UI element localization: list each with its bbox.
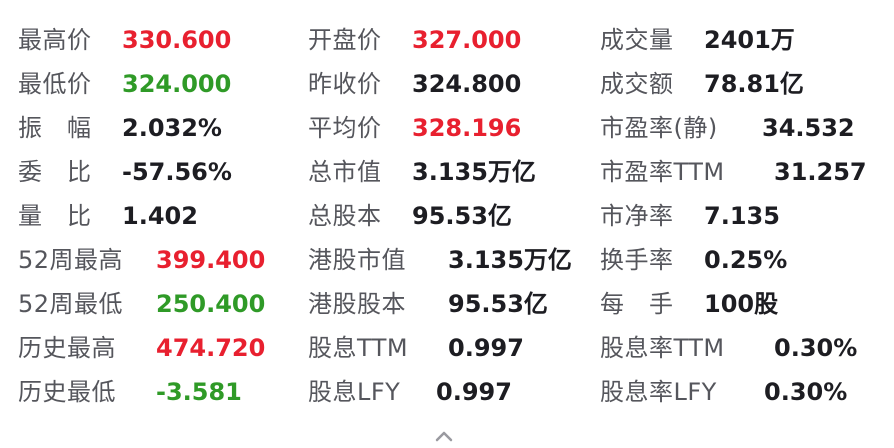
stat-label: 市盈率(静) <box>600 114 718 142</box>
stat-label: 港股股本 <box>308 290 406 318</box>
stat-value: 78.81亿 <box>704 70 804 98</box>
stat-value: 1.402 <box>122 202 198 230</box>
stat-value: 3.135万亿 <box>412 158 536 186</box>
stat-value: 3.135万亿 <box>448 246 572 274</box>
stat-value: 330.600 <box>122 26 232 54</box>
stat-value: 100股 <box>704 290 779 318</box>
stat-label: 市盈率TTM <box>600 158 725 186</box>
stat-label: 委 比 <box>18 158 92 186</box>
stat-label: 开盘价 <box>308 26 382 54</box>
stat-value: -57.56% <box>122 158 232 186</box>
stat-label: 股息率LFY <box>600 378 717 406</box>
stats-row: 最高价 330.600 开盘价 327.000 成交量 2401万 <box>0 18 894 62</box>
stats-row: 最低价 324.000 昨收价 324.800 成交额 78.81亿 <box>0 62 894 106</box>
stats-row: 振 幅 2.032% 平均价 328.196 市盈率(静) 34.532 <box>0 106 894 150</box>
stat-value: 0.997 <box>448 334 524 362</box>
stat-value: 2.032% <box>122 114 222 142</box>
stat-value: 328.196 <box>412 114 522 142</box>
stat-label: 成交量 <box>600 26 674 54</box>
stat-value: 474.720 <box>156 334 266 362</box>
stat-value: 250.400 <box>156 290 266 318</box>
stat-label: 量 比 <box>18 202 92 230</box>
stat-label: 股息率TTM <box>600 334 725 362</box>
stat-value: 7.135 <box>704 202 780 230</box>
stat-label: 总市值 <box>308 158 382 186</box>
stat-value: 0.30% <box>764 378 848 406</box>
stat-label: 历史最高 <box>18 334 116 362</box>
stats-row: 量 比 1.402 总股本 95.53亿 市净率 7.135 <box>0 194 894 238</box>
stats-row: 委 比 -57.56% 总市值 3.135万亿 市盈率TTM 31.257 <box>0 150 894 194</box>
stat-value: 95.53亿 <box>412 202 512 230</box>
stat-value: 0.997 <box>436 378 512 406</box>
stat-value: 0.30% <box>774 334 858 362</box>
chevron-up-icon <box>435 431 453 442</box>
stat-label: 港股市值 <box>308 246 406 274</box>
stat-label: 昨收价 <box>308 70 382 98</box>
stat-value: 324.800 <box>412 70 522 98</box>
stat-label: 振 幅 <box>18 114 92 142</box>
stat-value: 399.400 <box>156 246 266 274</box>
stat-label: 股息LFY <box>308 378 401 406</box>
stat-label: 最高价 <box>18 26 92 54</box>
stat-value: 34.532 <box>762 114 855 142</box>
stat-value: 2401万 <box>704 26 795 54</box>
stat-label: 总股本 <box>308 202 382 230</box>
stat-label: 历史最低 <box>18 378 116 406</box>
stat-value: 0.25% <box>704 246 788 274</box>
stat-label: 市净率 <box>600 202 674 230</box>
stat-value: 324.000 <box>122 70 232 98</box>
stat-label: 52周最低 <box>18 290 124 318</box>
stat-value: 327.000 <box>412 26 522 54</box>
stat-value: 31.257 <box>774 158 867 186</box>
stat-label: 成交额 <box>600 70 674 98</box>
collapse-button[interactable] <box>432 428 456 444</box>
stat-label: 52周最高 <box>18 246 124 274</box>
stat-value: 95.53亿 <box>448 290 548 318</box>
stat-label: 最低价 <box>18 70 92 98</box>
stat-label: 换手率 <box>600 246 674 274</box>
stats-row: 52周最高 399.400 港股市值 3.135万亿 换手率 0.25% <box>0 238 894 282</box>
stats-row: 52周最低 250.400 港股股本 95.53亿 每 手 100股 <box>0 282 894 326</box>
stats-row: 历史最高 474.720 股息TTM 0.997 股息率TTM 0.30% <box>0 326 894 370</box>
stat-value: -3.581 <box>156 378 242 406</box>
stats-row: 历史最低 -3.581 股息LFY 0.997 股息率LFY 0.30% <box>0 370 894 414</box>
stat-label: 每 手 <box>600 290 674 318</box>
stat-label: 股息TTM <box>308 334 409 362</box>
stat-label: 平均价 <box>308 114 382 142</box>
